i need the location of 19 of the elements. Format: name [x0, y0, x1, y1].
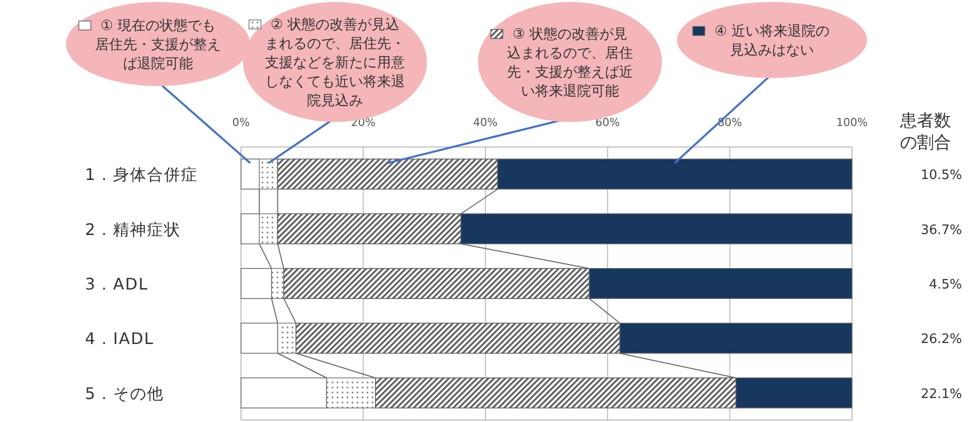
text: 22.1% — [920, 386, 962, 402]
y-tick-label: 1．身体合併症 — [85, 165, 198, 184]
legend-label: ③ 状態の改善が見込まれるので、居住先・支援が整えば近い将来退院可能 — [507, 26, 633, 100]
x-tick-label: 0% — [232, 116, 250, 129]
y-tick-label: 3．ADL — [85, 274, 148, 294]
y-tick-label: 4．IADL — [85, 329, 154, 348]
text: 4.5% — [928, 278, 962, 292]
text: 患者数の割合 — [899, 111, 951, 153]
y-tick-label: 2．精神症状 — [85, 220, 182, 239]
y-tick-label: 5．その他 — [85, 384, 164, 403]
x-tick-label: 100% — [836, 116, 868, 129]
legend-label: ② 状態の改善が見込まれるので、居住先・支援などを新たに用意しなくても近い将来退院見込み — [265, 16, 405, 109]
legend-label: ① 現在の状態でも居住先・支援が整えば退院可能 — [95, 18, 221, 72]
legend-label: ④ 近い将来退院の見込みはない — [714, 24, 830, 58]
x-tick-label: 40% — [473, 116, 498, 129]
text: 36.7% — [920, 222, 962, 238]
text: 10.5% — [920, 168, 962, 184]
x-tick-label: 60% — [595, 116, 620, 129]
text: 26.2% — [920, 332, 962, 348]
